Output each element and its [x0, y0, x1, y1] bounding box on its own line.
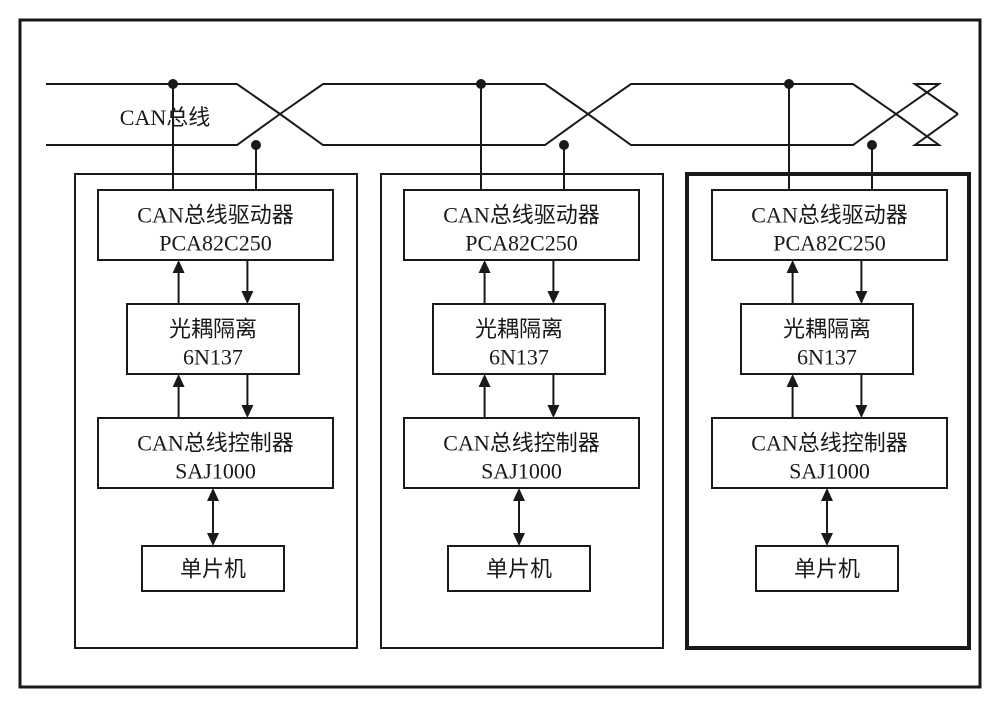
controller-label1: CAN总线控制器	[137, 431, 293, 456]
arrow	[855, 374, 867, 418]
arrow	[241, 374, 253, 418]
node-1-module: CAN总线驱动器 PCA82C250 光耦隔离 6N137 CAN总线控制器 SAJ100…	[75, 79, 357, 648]
arrow	[173, 374, 185, 418]
arrow	[787, 260, 799, 304]
controller-label1: CAN总线控制器	[443, 431, 599, 456]
optocoupler-label2: 6N137	[183, 345, 243, 370]
arrow	[241, 260, 253, 304]
arrow	[547, 374, 559, 418]
driver-label1: CAN总线驱动器	[443, 203, 599, 228]
optocoupler-label2: 6N137	[797, 345, 857, 370]
controller-label1: CAN总线控制器	[751, 431, 907, 456]
controller-label2: SAJ1000	[175, 459, 256, 484]
can-bus-block-diagram: CAN总线 CAN总线驱动器 PCA82C250 光耦隔离 6N137 CAN总线控制器 S…	[0, 0, 1000, 707]
driver-label2: PCA82C250	[465, 231, 577, 256]
arrow	[547, 260, 559, 304]
optocoupler-label1: 光耦隔离	[475, 317, 563, 342]
mcu-label1: 单片机	[486, 557, 552, 582]
mcu-label1: 单片机	[794, 557, 860, 582]
can-bus: CAN总线	[46, 84, 958, 145]
mcu-label1: 单片机	[180, 557, 246, 582]
driver-label2: PCA82C250	[773, 231, 885, 256]
arrow	[479, 374, 491, 418]
optocoupler-label1: 光耦隔离	[169, 317, 257, 342]
controller-label2: SAJ1000	[481, 459, 562, 484]
optocoupler-label2: 6N137	[489, 345, 549, 370]
controller-label2: SAJ1000	[789, 459, 870, 484]
bus-label: CAN总线	[120, 105, 210, 130]
arrow	[513, 488, 525, 546]
arrow	[479, 260, 491, 304]
arrow	[821, 488, 833, 546]
driver-label1: CAN总线驱动器	[751, 203, 907, 228]
arrow	[787, 374, 799, 418]
node-3-module: CAN总线驱动器 PCA82C250 光耦隔离 6N137 CAN总线控制器 SAJ100…	[687, 79, 969, 648]
arrow	[855, 260, 867, 304]
optocoupler-label1: 光耦隔离	[783, 317, 871, 342]
node-2-module: CAN总线驱动器 PCA82C250 光耦隔离 6N137 CAN总线控制器 SAJ100…	[381, 79, 663, 648]
arrow	[173, 260, 185, 304]
driver-label2: PCA82C250	[159, 231, 271, 256]
driver-label1: CAN总线驱动器	[137, 203, 293, 228]
arrow	[207, 488, 219, 546]
